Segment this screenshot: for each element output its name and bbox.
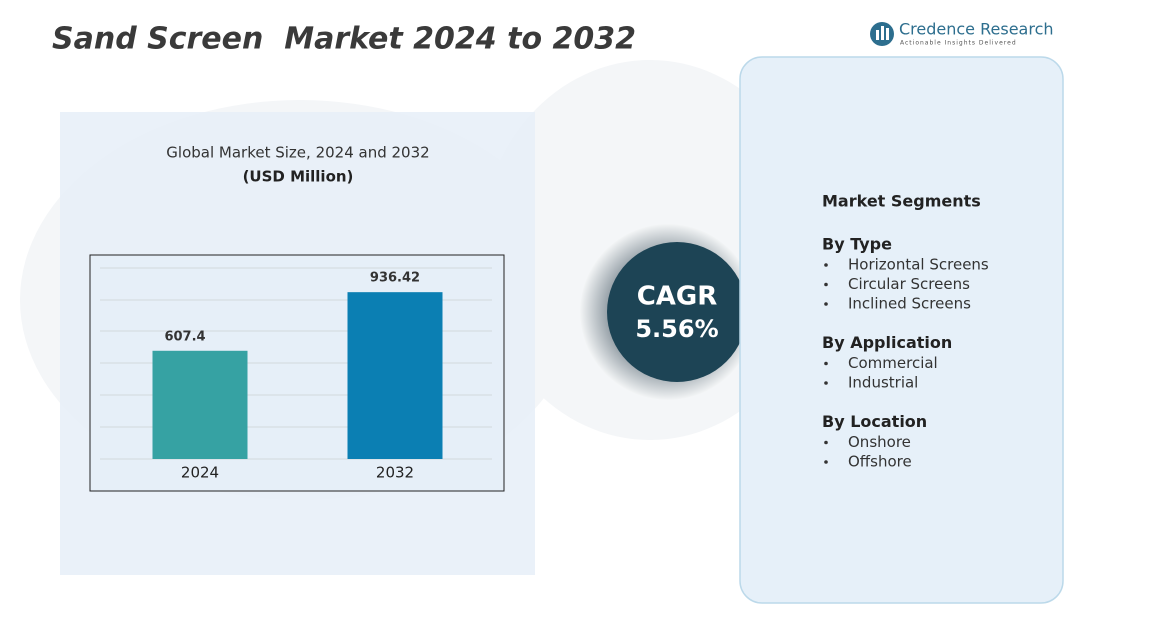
segment-heading: By Application [822,333,952,352]
segment-heading: By Location [822,412,927,431]
segment-item: Circular Screens [848,275,970,293]
segment-item: Inclined Screens [848,295,971,313]
segment-heading: By Type [822,235,892,254]
bullet [824,282,828,287]
x-tick-label: 2024 [181,464,219,482]
logo: Credence Research Actionable Insights De… [870,20,1054,47]
cagr-value: 5.56% [635,315,718,343]
bullet [824,460,828,464]
bullet [824,440,828,445]
logo-bar [886,28,889,40]
segment-item: Horizontal Screens [848,256,989,274]
cagr-label: CAGR [637,282,718,312]
logo-bar [876,30,879,40]
bar [347,292,443,459]
bar [152,350,248,459]
logo-bar [881,26,884,40]
segment-item: Offshore [848,453,912,471]
segments-panel [739,56,1064,604]
data-label: 936.42 [370,271,420,286]
bars: 607.4 2024 936.42 2032 [152,271,443,482]
chart-subtitle: (USD Million) [243,168,354,186]
cagr-circle [607,242,747,382]
bullet [824,361,828,366]
chart-title: Global Market Size, 2024 and 2032 [166,144,429,162]
segments-title: Market Segments [822,192,981,211]
data-label: 607.4 [164,329,205,344]
segment-item: Industrial [848,374,918,392]
page-title: Sand Screen Market 2024 to 2032 [52,22,636,57]
segment-item: Commercial [848,354,938,372]
brand-name: Credence Research [899,20,1054,39]
segment-item: Onshore [848,433,911,451]
bullet [824,302,828,306]
bullet [824,263,828,267]
x-tick-label: 2032 [376,464,414,482]
bullet [824,381,828,385]
brand-tagline: Actionable Insights Delivered [900,40,1017,47]
